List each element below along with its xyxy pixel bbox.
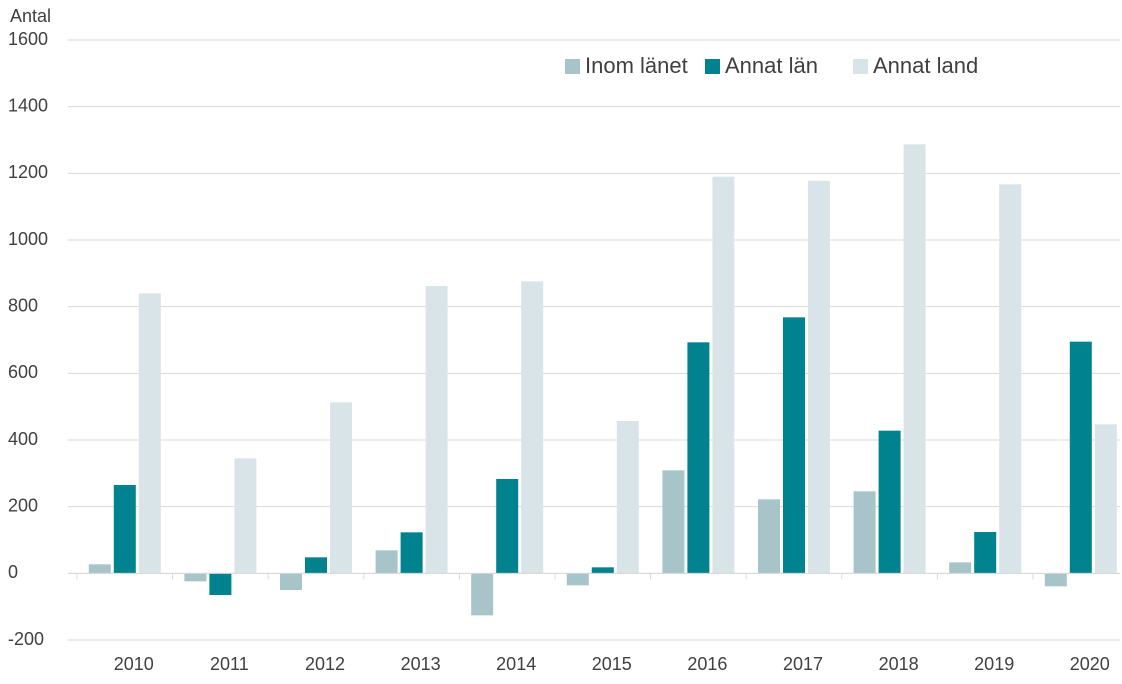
bar [949, 562, 972, 574]
bar [1094, 424, 1117, 574]
x-tick-label: 2017 [783, 654, 823, 674]
x-tick-label: 2014 [496, 654, 536, 674]
bar [903, 144, 926, 574]
x-tick-label: 2020 [1070, 654, 1110, 674]
x-tick-label: 2011 [210, 654, 249, 674]
bar [999, 184, 1022, 574]
legend-swatch [565, 59, 580, 74]
bar [521, 281, 544, 574]
y-tick-label: 200 [8, 495, 38, 515]
y-tick-label: 1200 [8, 162, 48, 182]
legend-label: Annat län [725, 53, 818, 78]
bar [616, 421, 639, 574]
y-tick-label: 1600 [8, 29, 48, 49]
bar [375, 550, 398, 574]
bar [1069, 341, 1092, 574]
bar [687, 342, 710, 574]
bar [853, 491, 876, 574]
bar [400, 532, 423, 574]
x-tick-label: 2019 [974, 654, 1014, 674]
y-tick-label: 800 [8, 295, 38, 315]
y-tick-label: 0 [8, 562, 18, 582]
bar [305, 557, 327, 574]
bar [184, 573, 207, 582]
bar [712, 176, 735, 574]
bar [234, 458, 257, 574]
legend-swatch [853, 59, 868, 74]
y-tick-label: 600 [8, 362, 38, 382]
x-tick-label: 2013 [401, 654, 441, 674]
bar [496, 479, 519, 574]
y-tick-label: 1400 [8, 95, 48, 115]
bar [662, 470, 685, 574]
bar [1044, 573, 1067, 587]
y-axis-label: Antal [10, 6, 51, 26]
y-tick-label: 1000 [8, 229, 48, 249]
legend: Inom länet Annat län Annat land [565, 53, 978, 78]
bar [113, 485, 136, 574]
bar [758, 499, 780, 574]
bar [878, 430, 901, 574]
bar [591, 567, 614, 574]
bar [209, 573, 232, 595]
x-tick-label: 2015 [592, 654, 632, 674]
bar [330, 402, 352, 574]
bar [783, 317, 805, 574]
x-tick-label: 2016 [687, 654, 727, 674]
bar [138, 293, 161, 574]
bar [974, 532, 997, 574]
x-tick-label: 2012 [305, 654, 345, 674]
x-tick-label: 2018 [879, 654, 919, 674]
bar [425, 286, 448, 574]
legend-swatch [705, 59, 720, 74]
bar [566, 573, 589, 586]
bar [808, 180, 830, 574]
bar [471, 573, 494, 616]
legend-label: Inom länet [585, 53, 688, 78]
bar [280, 573, 302, 590]
x-tick-label: 2010 [114, 654, 154, 674]
y-tick-label: -200 [8, 629, 44, 649]
bar [88, 564, 111, 574]
y-tick-label: 400 [8, 429, 38, 449]
legend-label: Annat land [873, 53, 978, 78]
